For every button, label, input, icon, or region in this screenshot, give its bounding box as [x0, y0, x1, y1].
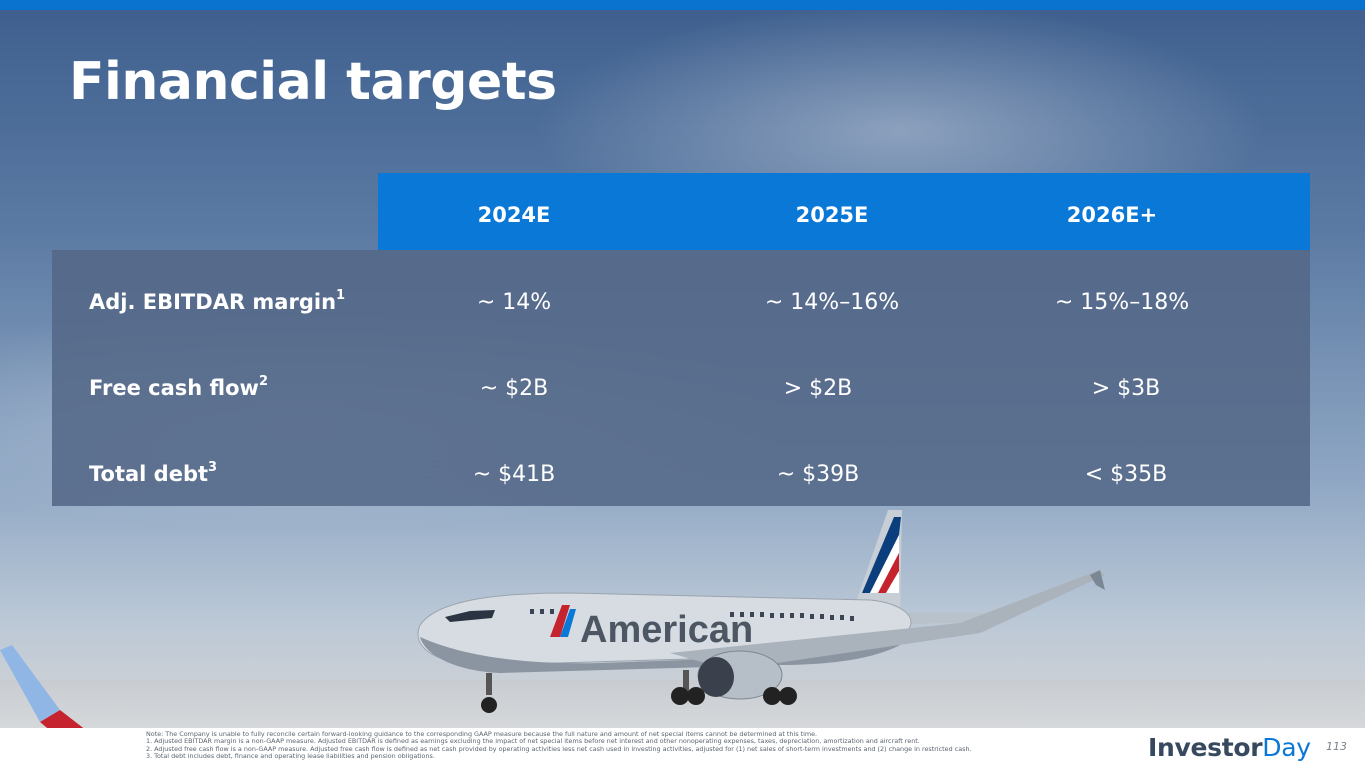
row-label-total-debt: Total debt3 — [89, 460, 218, 486]
footnote-marker: 1 — [336, 288, 346, 303]
row-label-ebitdar: Adj. EBITDAR margin1 — [89, 288, 346, 314]
column-header-2024e: 2024E — [477, 203, 551, 227]
table-cell: > $3B — [1091, 376, 1161, 401]
tail-stripes — [862, 517, 901, 593]
footnote-line: 3. Total debt includes debt, finance and… — [146, 753, 435, 761]
table-cell: ~ 14% — [476, 290, 552, 315]
table-cell: ~ 15%–18% — [1054, 290, 1190, 315]
footnote-line: 2. Adjusted free cash flow is a non-GAAP… — [146, 745, 972, 753]
footnote-marker: 3 — [208, 460, 218, 475]
table-cell: > $2B — [783, 376, 853, 401]
table-cell: ~ $41B — [472, 462, 556, 487]
footnotes: Note: The Company is unable to fully rec… — [146, 731, 1136, 761]
column-header-2026e: 2026E+ — [1066, 203, 1158, 227]
slide-title: Financial targets — [69, 52, 557, 112]
footnote-line: 1. Adjusted EBITDAR margin is a non-GAAP… — [146, 738, 920, 746]
table-cell: ~ 14%–16% — [764, 290, 900, 315]
table-cell: ~ $2B — [479, 376, 549, 401]
footnote-marker: 2 — [258, 374, 268, 389]
table-body — [52, 250, 1310, 506]
table-cell: < $35B — [1084, 462, 1168, 487]
footer-bar — [0, 728, 1365, 768]
table-header — [378, 173, 1310, 250]
table-cell: ~ $39B — [776, 462, 860, 487]
page-number: 113 — [1326, 740, 1347, 753]
top-accent-bar — [0, 0, 1365, 10]
footnote-line: Note: The Company is unable to fully rec… — [146, 731, 818, 738]
airplane-image: American — [417, 510, 1105, 713]
row-label-free-cash-flow: Free cash flow2 — [89, 374, 268, 400]
investor-day-logo: InvestorDay — [1148, 733, 1311, 762]
plane-livery-text: American — [580, 609, 753, 651]
column-header-2025e: 2025E — [795, 203, 869, 227]
